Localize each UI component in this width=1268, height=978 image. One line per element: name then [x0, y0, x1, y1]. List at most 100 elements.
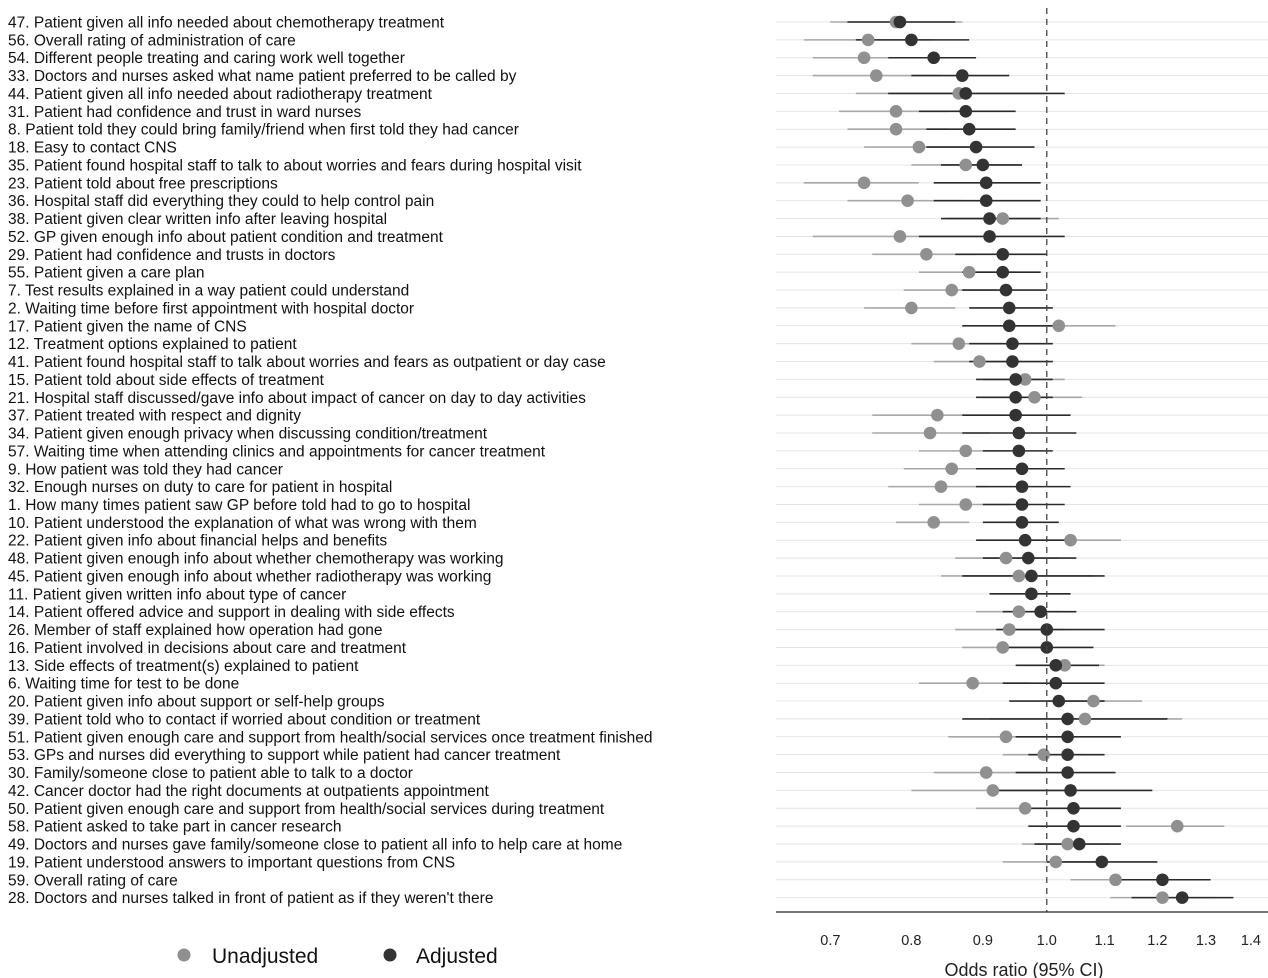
- legend-item: Adjusted: [383, 945, 498, 968]
- unadjusted-point: [1018, 373, 1032, 386]
- adjusted-point: [1018, 533, 1032, 547]
- forest-row: 8. Patient told they could bring family/…: [8, 122, 1268, 139]
- row-label: 2. Waiting time before first appointment…: [8, 300, 414, 317]
- adjusted-point: [955, 69, 969, 82]
- forest-row: 59. Overall rating of care: [8, 872, 1268, 889]
- row-label: 50. Patient given enough care and suppor…: [8, 801, 605, 818]
- forest-row: 52. GP given enough info about patient c…: [8, 229, 1268, 246]
- adjusted-point: [1015, 498, 1029, 511]
- forest-row: 10. Patient understood the explanation o…: [8, 515, 1268, 532]
- row-label: 57. Waiting time when attending clinics …: [8, 443, 546, 460]
- row-label: 18. Easy to contact CNS: [8, 140, 177, 157]
- row-label: 15. Patient told about side effects of t…: [8, 372, 325, 389]
- forest-row: 47. Patient given all info needed about …: [8, 15, 1268, 32]
- row-label: 7. Test results explained in a way patie…: [8, 283, 409, 300]
- unadjusted-point: [927, 516, 941, 529]
- unadjusted-point: [920, 248, 933, 261]
- row-label: 39. Patient told who to contact if worri…: [8, 711, 481, 728]
- adjusted-point: [1156, 873, 1169, 887]
- row-label: 19. Patient understood answers to import…: [8, 854, 455, 871]
- row-label: 23. Patient told about free prescription…: [8, 175, 278, 192]
- adjusted-point: [996, 265, 1010, 279]
- adjusted-point: [983, 212, 996, 225]
- forest-row: 28. Doctors and nurses talked in front o…: [8, 890, 1268, 907]
- unadjusted-point: [979, 766, 993, 779]
- unadjusted-point: [966, 676, 979, 690]
- forest-row: 29. Patient had confidence and trusts in…: [8, 247, 1268, 264]
- unadjusted-point: [959, 158, 973, 172]
- row-label: 29. Patient had confidence and trusts in…: [8, 247, 336, 264]
- adjusted-point: [1025, 569, 1038, 583]
- x-tick-label: 1.2: [1147, 933, 1167, 949]
- forest-row: 15. Patient told about side effects of t…: [8, 372, 1268, 389]
- unadjusted-point: [1049, 855, 1063, 869]
- forest-row: 7. Test results explained in a way patie…: [8, 283, 1268, 300]
- legend-label: Unadjusted: [212, 945, 318, 968]
- row-label: 6. Waiting time for test to be done: [8, 676, 239, 693]
- legend-label: Adjusted: [416, 945, 498, 968]
- forest-row: 58. Patient asked to take part in cancer…: [8, 819, 1268, 836]
- adjusted-point: [1002, 319, 1016, 333]
- unadjusted-point: [901, 194, 914, 207]
- forest-row: 32. Enough nurses on duty to care for pa…: [8, 479, 1268, 496]
- unadjusted-point: [1012, 569, 1026, 583]
- adjusted-point: [1012, 426, 1026, 440]
- row-label: 8. Patient told they could bring family/…: [8, 122, 519, 139]
- x-tick-label: 1.1: [1095, 933, 1115, 949]
- forest-row: 21. Hospital staff discussed/gave info a…: [8, 390, 1268, 407]
- x-tick-label: 0.7: [820, 933, 840, 949]
- forest-row: 18. Easy to contact CNS: [8, 140, 1268, 157]
- forest-row: 11. Patient given written info about typ…: [8, 586, 1268, 603]
- forest-row: 20. Patient given info about support or …: [8, 694, 1268, 711]
- unadjusted-point: [1037, 748, 1051, 761]
- forest-row: 41. Patient found hospital staff to talk…: [8, 354, 1268, 371]
- row-label: 9. How patient was told they had cancer: [8, 461, 283, 478]
- forest-row: 12. Treatment options explained to patie…: [8, 336, 1268, 353]
- forest-row: 9. How patient was told they had cancer: [8, 461, 1268, 478]
- forest-row: 39. Patient told who to contact if worri…: [8, 711, 1268, 728]
- forest-row: 42. Cancer doctor had the right document…: [8, 783, 1268, 800]
- unadjusted-point: [1170, 819, 1184, 833]
- forest-row: 36. Hospital staff did everything they c…: [8, 193, 1268, 210]
- plot-rows: 47. Patient given all info needed about …: [8, 15, 1268, 907]
- adjusted-point: [1049, 659, 1063, 672]
- row-label: 53. GPs and nurses did everything to sup…: [8, 747, 561, 764]
- forest-row: 37. Patient treated with respect and dig…: [8, 408, 1268, 425]
- adjusted-point: [983, 230, 996, 243]
- unadjusted-point: [923, 426, 937, 440]
- unadjusted-point: [1109, 873, 1122, 887]
- adjusted-point: [1061, 730, 1074, 744]
- forest-row: 57. Waiting time when attending clinics …: [8, 443, 1268, 460]
- adjusted-point: [1052, 694, 1066, 708]
- unadjusted-point: [945, 462, 959, 476]
- adjusted-point: [1015, 462, 1029, 476]
- forest-row: 6. Waiting time for test to be done: [8, 676, 1268, 693]
- unadjusted-point: [1156, 891, 1169, 904]
- row-label: 36. Hospital staff did everything they c…: [8, 193, 434, 210]
- row-label: 13. Side effects of treatment(s) explain…: [8, 658, 359, 675]
- forest-row: 33. Doctors and nurses asked what name p…: [8, 68, 1268, 85]
- adjusted-point: [1175, 891, 1189, 904]
- x-tick-label: 0.8: [901, 933, 921, 949]
- forest-row: 45. Patient given enough info about whet…: [8, 568, 1268, 585]
- adjusted-point: [905, 33, 918, 47]
- row-label: 45. Patient given enough info about whet…: [8, 568, 491, 585]
- unadjusted-point: [1028, 390, 1041, 404]
- unadjusted-point: [857, 51, 871, 65]
- forest-row: 38. Patient given clear written info aft…: [8, 211, 1268, 228]
- forest-row: 34. Patient given enough privacy when di…: [8, 426, 1268, 443]
- adjusted-point: [1034, 605, 1047, 619]
- unadjusted-point: [986, 784, 1000, 797]
- row-label: 28. Doctors and nurses talked in front o…: [8, 890, 493, 907]
- unadjusted-point: [1018, 801, 1032, 815]
- adjusted-point: [999, 283, 1013, 297]
- adjusted-point: [979, 176, 993, 190]
- row-label: 47. Patient given all info needed about …: [8, 15, 445, 32]
- unadjusted-point: [889, 122, 903, 136]
- adjusted-point: [1021, 551, 1035, 565]
- row-label: 14. Patient offered advice and support i…: [8, 604, 455, 621]
- forest-row: 22. Patient given info about financial h…: [8, 533, 1268, 550]
- row-label: 37. Patient treated with respect and dig…: [8, 408, 301, 425]
- row-label: 38. Patient given clear written info aft…: [8, 211, 387, 228]
